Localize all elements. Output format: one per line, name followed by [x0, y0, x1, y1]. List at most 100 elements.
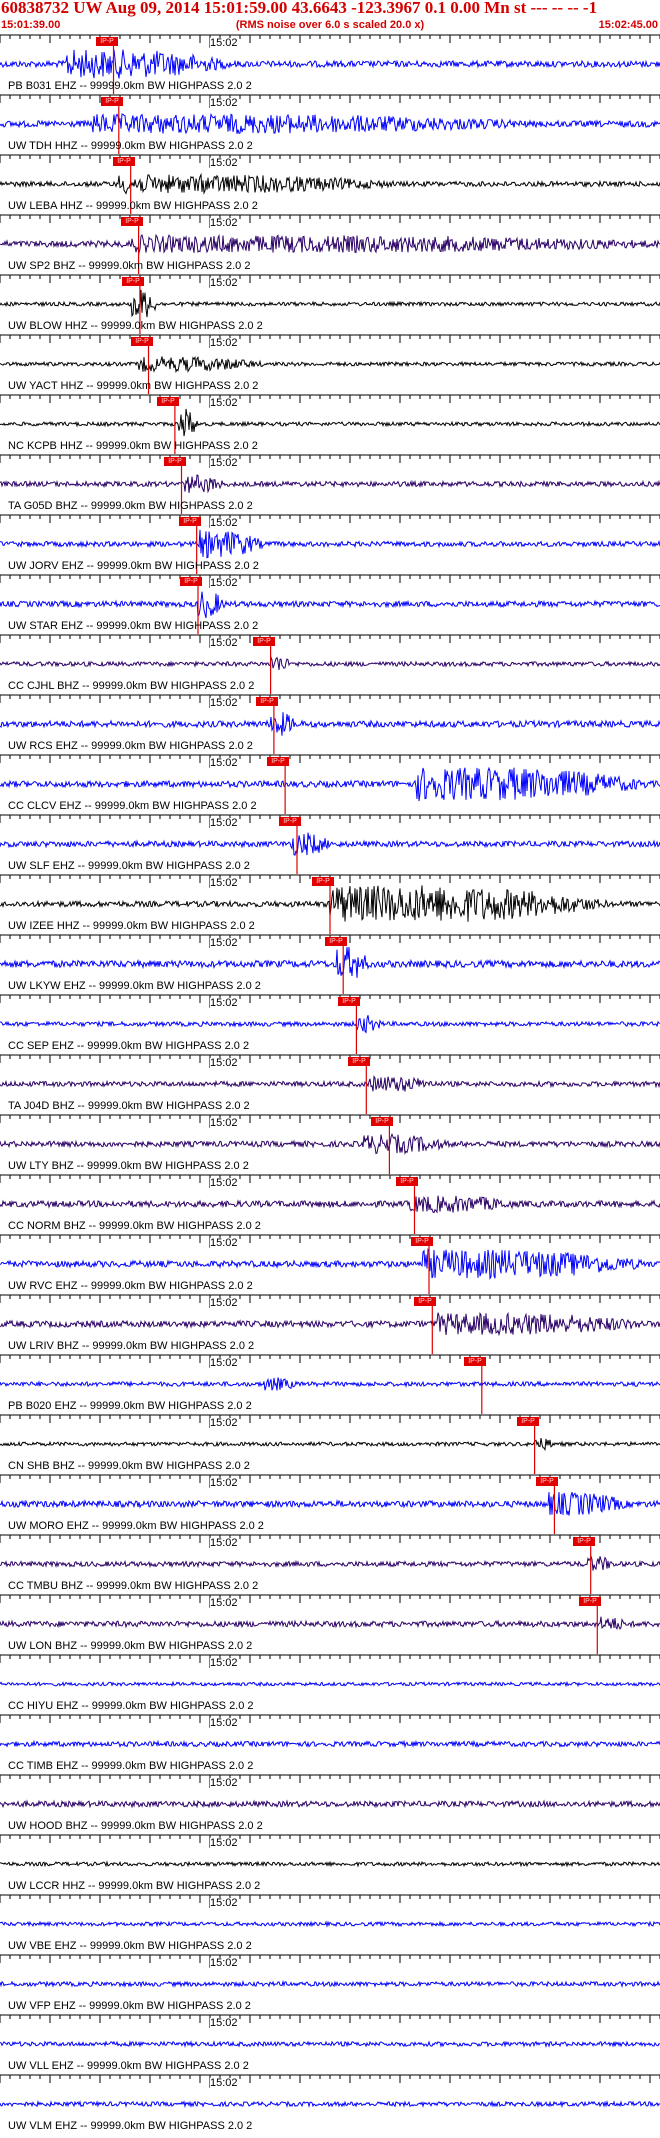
minute-label: 15:02 — [210, 277, 238, 289]
waveform-canvas — [0, 2014, 660, 2048]
waveform-trace — [0, 1554, 660, 1571]
p-pick-marker[interactable]: IP-P — [338, 997, 360, 1006]
trace-row: 15:02 IP-P UW RCS EHZ -- 99999.0km BW HIGH… — [0, 694, 660, 754]
p-pick-marker[interactable]: IP-P — [517, 1417, 539, 1426]
station-label: UW YACT HHZ -- 99999.0km BW HIGHPASS 2.0… — [8, 380, 259, 392]
trace-row: 15:02 IP-P UW LEBA HHZ -- 99999.0km BW HIG… — [0, 154, 660, 214]
waveform-canvas — [0, 1594, 660, 1654]
p-pick-marker[interactable]: IP-P — [325, 937, 347, 946]
minute-label: 15:02 — [210, 877, 238, 889]
p-pick-marker[interactable]: IP-P — [101, 97, 123, 106]
waveform-canvas — [0, 1774, 660, 1809]
waveform-canvas — [0, 814, 660, 874]
trace-row: 15:02 IP-P UW LRIV BHZ -- 99999.0km BW HIG… — [0, 1294, 660, 1354]
waveform-canvas — [0, 94, 660, 154]
p-pick-marker[interactable]: IP-P — [157, 397, 179, 406]
station-label: UW LCCR HHZ -- 99999.0km BW HIGHPASS 2.0… — [8, 1880, 261, 1892]
p-pick-marker[interactable]: IP-P — [312, 877, 334, 886]
trace-row: 15:02 IP-P UW IZEE HHZ -- 99999.0km BW HIG… — [0, 874, 660, 934]
minute-label: 15:02 — [210, 757, 238, 769]
p-pick-marker[interactable]: IP-P — [464, 1357, 486, 1366]
trace-row: 15:02 IP-P CC SEP EHZ -- 99999.0km BW HIGH… — [0, 994, 660, 1054]
p-pick-marker[interactable]: IP-P — [414, 1297, 436, 1306]
minute-label: 15:02 — [210, 337, 238, 349]
waveform-canvas — [0, 574, 660, 634]
waveform-trace — [0, 233, 660, 255]
trace-row: 15:02 UW VLM EHZ -- 99999.0km BW HIGHPASS… — [0, 2074, 660, 2134]
minute-label: 15:02 — [210, 97, 238, 109]
waveform-trace — [0, 1247, 660, 1281]
waveform-canvas — [0, 1114, 660, 1174]
minute-label: 15:02 — [210, 1597, 238, 1609]
trace-row: 15:02 IP-P CC NORM BHZ -- 99999.0km BW HIG… — [0, 1174, 660, 1234]
p-pick-marker[interactable]: IP-P — [279, 817, 301, 826]
waveform-canvas — [0, 994, 660, 1054]
minute-label: 15:02 — [210, 397, 238, 409]
p-pick-marker[interactable]: IP-P — [164, 457, 186, 466]
waveform-canvas — [0, 1414, 660, 1474]
p-pick-marker[interactable]: IP-P — [113, 157, 135, 166]
trace-row: 15:02 UW LCCR HHZ -- 99999.0km BW HIGHPAS… — [0, 1834, 660, 1894]
trace-row: 15:02 IP-P CN SHB BHZ -- 99999.0km BW HIGH… — [0, 1414, 660, 1474]
p-pick-marker[interactable]: IP-P — [253, 637, 275, 646]
minute-label: 15:02 — [210, 1957, 238, 1969]
station-label: TA J04D BHZ -- 99999.0km BW HIGHPASS 2.0… — [8, 1100, 250, 1112]
station-label: NC KCPB HHZ -- 99999.0km BW HIGHPASS 2.0… — [8, 440, 258, 452]
minute-label: 15:02 — [210, 1057, 238, 1069]
station-label: CC SEP EHZ -- 99999.0km BW HIGHPASS 2.0 … — [8, 1040, 250, 1052]
p-pick-marker[interactable]: IP-P — [396, 1177, 418, 1186]
p-pick-marker[interactable]: IP-P — [267, 757, 289, 766]
station-label: CC TIMB EHZ -- 99999.0km BW HIGHPASS 2.0… — [8, 1760, 254, 1772]
waveform-trace — [0, 529, 660, 559]
waveform-canvas — [0, 454, 660, 514]
trace-row: 15:02 IP-P UW SLF EHZ -- 99999.0km BW HIGH… — [0, 814, 660, 874]
waveform-canvas — [0, 214, 660, 274]
p-pick-marker[interactable]: IP-P — [121, 217, 143, 226]
station-label: UW JORV EHZ -- 99999.0km BW HIGHPASS 2.0… — [8, 560, 259, 572]
trace-row: 15:02 IP-P NC KCPB HHZ -- 99999.0km BW HIG… — [0, 394, 660, 454]
minute-label: 15:02 — [210, 817, 238, 829]
station-label: UW LTY BHZ -- 99999.0km BW HIGHPASS 2.0 … — [8, 1160, 249, 1172]
station-label: UW HOOD BHZ -- 99999.0km BW HIGHPASS 2.0… — [8, 1820, 263, 1832]
minute-label: 15:02 — [210, 697, 238, 709]
waveform-trace — [0, 408, 660, 437]
p-pick-marker[interactable]: IP-P — [536, 1477, 558, 1486]
trace-row: 15:02 IP-P TA J04D BHZ -- 99999.0km BW HIG… — [0, 1054, 660, 1114]
station-label: UW VBE EHZ -- 99999.0km BW HIGHPASS 2.0 … — [8, 1940, 252, 1952]
p-pick-marker[interactable]: IP-P — [122, 277, 144, 286]
minute-label: 15:02 — [210, 997, 238, 1009]
p-pick-marker[interactable]: IP-P — [371, 1117, 393, 1126]
trace-row: 15:02 IP-P UW MORO EHZ -- 99999.0km BW HIG… — [0, 1474, 660, 1534]
waveform-canvas — [0, 1654, 660, 1688]
waveform-trace — [0, 1979, 660, 1988]
waveform-canvas — [0, 1234, 660, 1294]
p-pick-marker[interactable]: IP-P — [573, 1537, 595, 1546]
waveform-canvas — [0, 874, 660, 934]
p-pick-marker[interactable]: IP-P — [256, 697, 278, 706]
minute-label: 15:02 — [210, 2017, 238, 2029]
minute-label: 15:02 — [210, 1897, 238, 1909]
waveform-trace — [0, 1491, 660, 1516]
station-label: UW MORO EHZ -- 99999.0km BW HIGHPASS 2.0… — [8, 1520, 264, 1532]
p-pick-marker[interactable]: IP-P — [180, 577, 202, 586]
waveform-canvas — [0, 334, 660, 394]
p-pick-marker[interactable]: IP-P — [96, 37, 118, 46]
minute-label: 15:02 — [210, 1777, 238, 1789]
station-label: CC TMBU BHZ -- 99999.0km BW HIGHPASS 2.0… — [8, 1580, 259, 1592]
p-pick-marker[interactable]: IP-P — [179, 517, 201, 526]
waveform-canvas — [0, 514, 660, 574]
waveform-trace — [0, 1680, 660, 1688]
station-label: CC HIYU EHZ -- 99999.0km BW HIGHPASS 2.0… — [8, 1700, 254, 1712]
minute-label: 15:02 — [210, 457, 238, 469]
p-pick-marker[interactable]: IP-P — [579, 1597, 601, 1606]
waveform-trace — [0, 832, 660, 856]
waveform-trace — [0, 766, 660, 802]
trace-row: 15:02 IP-P UW SP2 BHZ -- 99999.0km BW HIGH… — [0, 214, 660, 274]
p-pick-marker[interactable]: IP-P — [131, 337, 153, 346]
station-label: CC CLCV EHZ -- 99999.0km BW HIGHPASS 2.0… — [8, 800, 257, 812]
seismogram-panel: 15:02 IP-P PB B031 EHZ -- 99999.0km BW HIG… — [0, 34, 660, 2138]
p-pick-marker[interactable]: IP-P — [411, 1237, 433, 1246]
p-pick-marker[interactable]: IP-P — [348, 1057, 370, 1066]
station-label: PB B020 EHZ -- 99999.0km BW HIGHPASS 2.0… — [8, 1400, 252, 1412]
waveform-trace — [0, 1799, 660, 1809]
